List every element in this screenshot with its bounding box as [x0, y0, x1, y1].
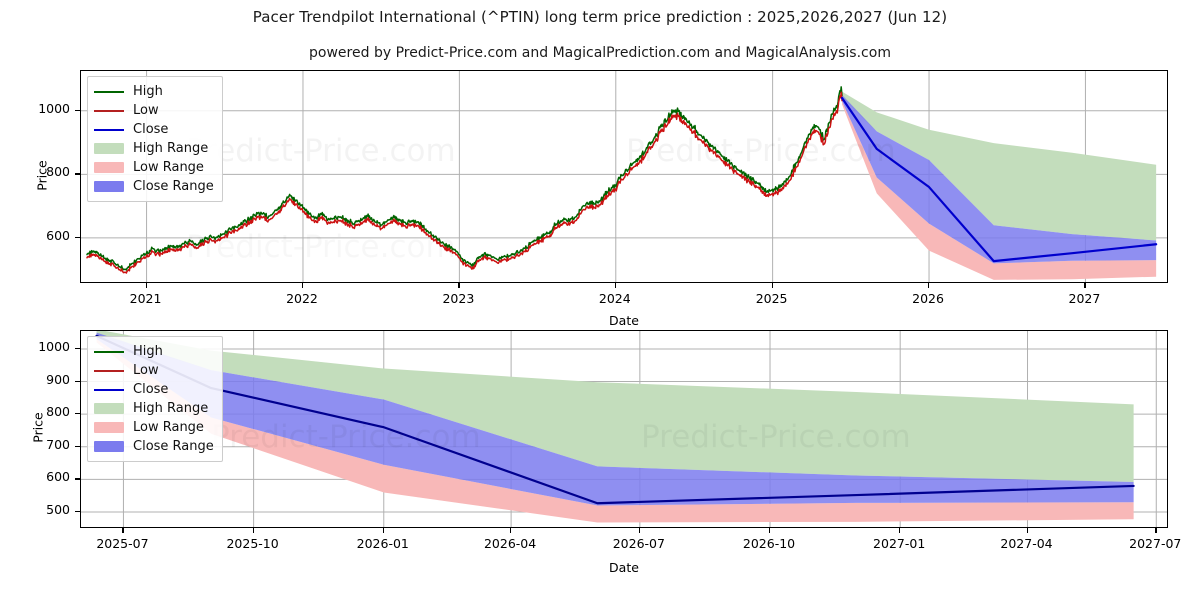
legend-item-low-range: Low Range: [94, 418, 214, 437]
axis-tick-label: 2025: [755, 291, 788, 306]
legend-item-label: Close Range: [133, 439, 214, 454]
legend-item-close-range: Close Range: [94, 177, 214, 196]
axis-tick-mark: [301, 283, 304, 288]
legend-line-swatch: [94, 128, 124, 131]
legend-item-high: High: [94, 82, 214, 101]
axis-tick-mark: [638, 528, 641, 533]
forecast-legend: High Low Close High Range Low Range Close Ran…: [87, 336, 223, 462]
legend-patch-swatch: [94, 143, 124, 154]
legend-item-label: Close: [133, 122, 169, 137]
axis-tick-mark: [122, 528, 124, 533]
overview-x-axis-label: Date: [609, 313, 639, 328]
axis-tick-mark: [458, 283, 460, 288]
forecast-x-axis-label: Date: [609, 560, 639, 575]
axis-tick-label: 900: [46, 371, 70, 387]
axis-tick-label: 2026-04: [483, 536, 537, 551]
axis-tick-mark: [382, 528, 385, 533]
axis-tick-mark: [145, 283, 147, 288]
axis-tick-mark: [75, 413, 80, 415]
legend-item-label: High: [133, 344, 163, 359]
forecast-plot-area: Predict-Price.com Predict-Price.com: [80, 330, 1168, 528]
axis-tick-label: 800: [46, 164, 70, 180]
overview-plot-area: Predict-Price.com Predict-Price.com Pred…: [80, 70, 1168, 283]
axis-tick-mark: [769, 528, 771, 533]
axis-tick-label: 2026-10: [742, 536, 796, 551]
legend-item-close: Close: [94, 120, 214, 139]
legend-item-close: Close: [94, 380, 214, 399]
axis-tick-mark: [252, 528, 254, 533]
axis-tick-mark: [1084, 283, 1086, 288]
legend-item-high-range: High Range: [94, 139, 214, 158]
axis-tick-label: 1000: [38, 338, 70, 354]
legend-item-close-range: Close Range: [94, 437, 214, 456]
axis-tick-mark: [75, 478, 80, 480]
axis-tick-label: 2026-01: [356, 536, 409, 551]
legend-item-label: Low: [133, 363, 159, 378]
axis-tick-label: 2025-07: [96, 536, 149, 551]
axis-tick-label: 500: [46, 502, 70, 518]
legend-line-swatch: [94, 90, 124, 93]
overview-series-svg: [81, 71, 1167, 282]
axis-tick-label: 2024: [598, 291, 631, 306]
axis-tick-label: 2022: [286, 291, 318, 306]
legend-item-high: High: [94, 342, 214, 361]
legend-item-high-range: High Range: [94, 399, 214, 418]
axis-tick-label: 800: [46, 404, 70, 420]
legend-item-label: High: [133, 84, 163, 99]
legend-item-low-range: Low Range: [94, 158, 214, 177]
axis-tick-mark: [75, 380, 80, 382]
axis-tick-label: 2026: [912, 291, 944, 306]
axis-tick-label: 2027-01: [873, 536, 926, 551]
legend-patch-swatch: [94, 422, 124, 433]
legend-line-swatch: [94, 369, 124, 372]
legend-patch-swatch: [94, 403, 124, 414]
axis-tick-mark: [510, 528, 512, 533]
axis-tick-mark: [771, 283, 773, 288]
legend-patch-swatch: [94, 181, 124, 192]
legend-patch-swatch: [94, 162, 124, 173]
axis-tick-label: 2026-07: [612, 536, 665, 551]
axis-tick-label: 2021: [129, 291, 162, 306]
legend-line-swatch: [94, 350, 124, 353]
axis-tick-mark: [75, 173, 80, 175]
axis-tick-label: 600: [46, 227, 70, 243]
axis-tick-mark: [75, 511, 80, 513]
axis-tick-label: 2027-04: [1000, 536, 1053, 551]
legend-item-label: High Range: [133, 401, 209, 416]
axis-tick-mark: [75, 236, 80, 239]
axis-tick-mark: [614, 283, 617, 288]
axis-tick-label: 600: [46, 469, 70, 485]
axis-tick-mark: [928, 283, 930, 288]
axis-tick-mark: [1155, 528, 1157, 533]
axis-tick-mark: [75, 109, 80, 112]
legend-item-label: Low: [133, 103, 159, 118]
axis-tick-label: 2025-10: [226, 536, 279, 551]
legend-item-label: Close: [133, 382, 169, 397]
axis-tick-label: 2023: [442, 291, 475, 306]
axis-tick-label: 2027: [1068, 291, 1101, 306]
axis-tick-label: 700: [46, 436, 70, 452]
legend-patch-swatch: [94, 441, 124, 452]
overview-legend: High Low Close High Range Low Range Close Ran…: [87, 76, 223, 202]
legend-line-swatch: [94, 388, 124, 391]
legend-item-low: Low: [94, 361, 214, 380]
legend-item-label: Low Range: [133, 160, 204, 175]
axis-tick-mark: [75, 347, 80, 350]
forecast-series-svg: [81, 331, 1167, 527]
axis-tick-mark: [75, 445, 80, 448]
page-subtitle: powered by Predict-Price.com and Magical…: [309, 45, 891, 61]
axis-tick-label: 1000: [38, 100, 70, 116]
page-title: Pacer Trendpilot International (^PTIN) l…: [252, 8, 948, 26]
axis-tick-mark: [899, 528, 901, 533]
legend-item-label: Low Range: [133, 420, 204, 435]
axis-tick-label: 2027-07: [1129, 536, 1182, 551]
legend-item-label: Close Range: [133, 179, 214, 194]
legend-line-swatch: [94, 109, 124, 112]
legend-item-label: High Range: [133, 141, 209, 156]
axis-tick-mark: [1026, 528, 1028, 533]
legend-item-low: Low: [94, 101, 214, 120]
